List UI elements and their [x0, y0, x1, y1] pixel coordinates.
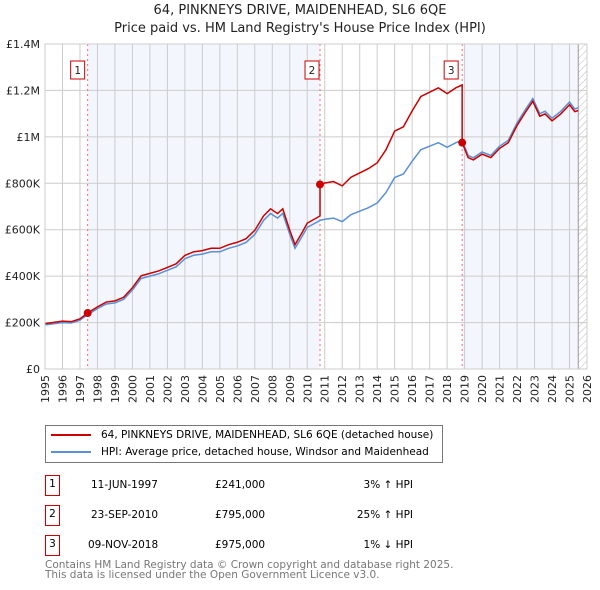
y-tick-label: £200K: [5, 317, 41, 330]
y-tick-label: £800K: [5, 177, 41, 190]
sale-marker-box: [70, 60, 86, 80]
x-tick-label: 2007: [249, 375, 262, 403]
x-tick-label: 2004: [196, 375, 209, 403]
sale-hpi-diff: 3% ↑ HPI: [363, 479, 413, 491]
x-tick-label: 2001: [144, 375, 157, 403]
x-tick-label: 2012: [336, 375, 349, 403]
plot-area: 1995 1996 1997 1998 1999 2000 2001 2002 2003 2004…: [5, 38, 594, 403]
x-tick-label: 2015: [389, 375, 402, 403]
x-tick-label: 2024: [546, 375, 559, 403]
x-tick-label: 2020: [476, 375, 489, 403]
x-tick-label: 2013: [354, 375, 367, 403]
footer: Contains HM Land Registry data © Crown c…: [45, 559, 454, 581]
sale-marker-label: 2: [45, 505, 60, 526]
sale-marker-label: 3: [448, 65, 455, 77]
x-tick-label: 2011: [319, 375, 332, 403]
sale-marker-label: 1: [45, 475, 60, 496]
x-tick-label: 2002: [161, 375, 174, 403]
shaded-period: [462, 44, 579, 369]
sale-point: [316, 180, 325, 189]
legend: 64, PINKNEYS DRIVE, MAIDENHEAD, SL6 6QE …: [45, 425, 443, 463]
sale-price: £795,000: [215, 509, 266, 521]
x-tick-label: 2009: [284, 375, 297, 403]
sale-price: £975,000: [215, 539, 266, 551]
sale-marker-box: [304, 60, 320, 80]
sale-marker-label: 3: [45, 535, 60, 556]
sale-hpi-diff: 1% ↓ HPI: [363, 539, 413, 551]
legend-item-property: 64, PINKNEYS DRIVE, MAIDENHEAD, SL6 6QE …: [46, 427, 433, 443]
x-tick-label: 2010: [301, 375, 314, 403]
x-tick-label: 2006: [231, 375, 244, 403]
y-tick-label: £1.2M: [6, 84, 40, 97]
x-tick-label: 2014: [371, 375, 384, 403]
x-tick-label: 2023: [529, 375, 542, 403]
chart-title: 64, PINKNEYS DRIVE, MAIDENHEAD, SL6 6QE: [153, 3, 447, 18]
x-tick-label: 1997: [74, 375, 87, 403]
x-tick-label: 2019: [459, 375, 472, 403]
x-tick-label: 2022: [511, 375, 524, 403]
y-tick-label: £1.4M: [6, 38, 40, 51]
sale-point: [458, 138, 467, 147]
forecast-hatch: [578, 44, 587, 369]
y-tick-label: £400K: [5, 270, 41, 283]
sale-row: 3 09-NOV-2018 £975,000 1% ↓ HPI: [45, 535, 465, 556]
x-tick-label: 1995: [39, 375, 52, 403]
plot-border: [44, 43, 588, 370]
shaded-period: [87, 44, 321, 369]
sale-price: £241,000: [215, 479, 266, 491]
sale-row: 2 23-SEP-2010 £795,000 25% ↑ HPI: [45, 505, 465, 526]
hpi-line: [44, 97, 579, 326]
sale-row: 1 11-JUN-1997 £241,000 3% ↑ HPI: [45, 475, 465, 496]
sale-hpi-diff: 25% ↑ HPI: [356, 509, 413, 521]
sale-marker-label: 2: [309, 65, 316, 77]
sale-date: 09-NOV-2018: [88, 539, 159, 551]
legend-label: 64, PINKNEYS DRIVE, MAIDENHEAD, SL6 6QE …: [101, 429, 434, 441]
x-tick-label: 2016: [406, 375, 419, 403]
x-tick-label: 1999: [109, 375, 122, 403]
x-tick-label: 2017: [424, 375, 437, 403]
x-tick-label: 2025: [564, 375, 577, 403]
sale-date: 11-JUN-1997: [91, 479, 158, 491]
x-tick-label: 2003: [179, 375, 192, 403]
legend-label: HPI: Average price, detached house, Wind…: [101, 446, 429, 458]
legend-item-hpi: HPI: Average price, detached house, Wind…: [46, 444, 429, 460]
x-tick-label: 2026: [581, 375, 594, 403]
y-tick-label: £600K: [5, 224, 41, 237]
y-tick-label: £1M: [17, 131, 41, 144]
sale-date: 23-SEP-2010: [91, 509, 159, 521]
x-tick-label: 2005: [214, 375, 227, 403]
footer-line: This data is licensed under the Open Gov…: [45, 569, 380, 581]
x-tick-label: 1998: [91, 375, 104, 403]
x-tick-label: 2018: [441, 375, 454, 403]
x-tick-label: 2008: [266, 375, 279, 403]
chart-subtitle: Price paid vs. HM Land Registry's House …: [114, 21, 486, 36]
sale-point: [83, 309, 92, 318]
sale-marker-label: 1: [74, 65, 81, 77]
x-tick-label: 2000: [126, 375, 139, 403]
footer-line: Contains HM Land Registry data © Crown c…: [45, 559, 454, 571]
x-tick-label: 1996: [56, 375, 69, 403]
y-tick-label: £0: [26, 363, 40, 376]
sale-marker-box: [443, 60, 459, 80]
x-tick-label: 2021: [494, 375, 507, 403]
